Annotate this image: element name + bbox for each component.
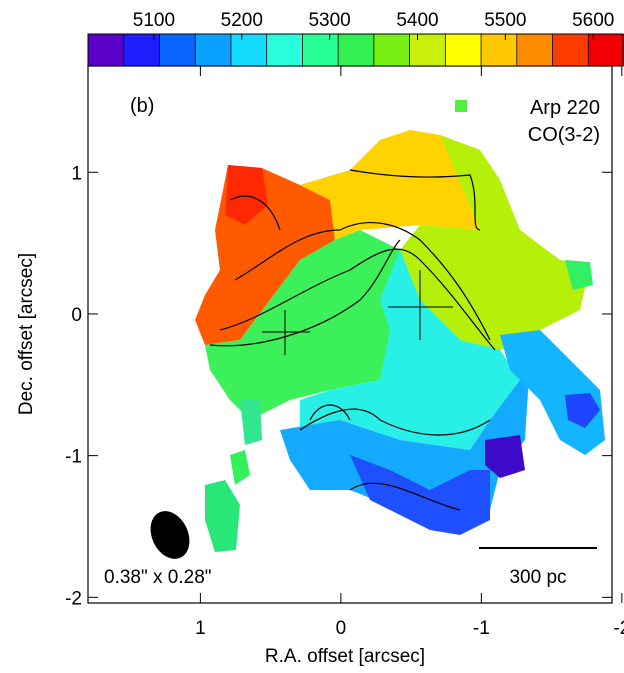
x-tick-label: 0 xyxy=(336,618,347,639)
contour xyxy=(234,222,491,341)
colorbar-step xyxy=(445,34,482,66)
map-region xyxy=(300,250,520,450)
map-region xyxy=(230,450,250,485)
map-region xyxy=(565,393,600,428)
colorbar-tick-label: 5200 xyxy=(221,10,263,31)
contour xyxy=(219,248,496,351)
contours xyxy=(209,169,496,511)
colorbar-step xyxy=(159,34,196,66)
colorbar-step xyxy=(88,34,125,66)
colorbar-step xyxy=(302,34,339,66)
colorbar-tick-label: 5400 xyxy=(396,10,438,31)
colorbar-step xyxy=(266,34,303,66)
colorbar-step xyxy=(123,34,160,66)
map-region xyxy=(485,435,525,478)
colorbar-tick-label: 5300 xyxy=(308,10,350,31)
markers xyxy=(262,270,453,355)
colorbar-step xyxy=(588,34,624,66)
velocity-map xyxy=(195,100,605,552)
x-tick-label: -1 xyxy=(473,618,490,639)
colorbar-step xyxy=(373,34,411,66)
colorbar-step xyxy=(195,34,232,66)
map-region xyxy=(240,400,262,445)
contour xyxy=(299,408,491,436)
y-tick-label: -1 xyxy=(65,447,82,468)
contour xyxy=(229,195,281,231)
annotation: Arp 220 xyxy=(530,97,600,119)
colorbar-step xyxy=(481,34,518,66)
map-region xyxy=(350,455,490,535)
beam-label: 0.38" x 0.28" xyxy=(104,567,212,588)
colorbar-step xyxy=(338,34,375,66)
y-tick-label: -2 xyxy=(65,588,82,609)
colorbar-frame xyxy=(87,33,624,67)
y-tick-label: 0 xyxy=(71,305,82,326)
map-region xyxy=(400,135,590,350)
y-tick-label: 1 xyxy=(71,163,82,184)
y-axis-label: Dec. offset [arcsec] xyxy=(16,253,37,415)
x-tick-label: -2 xyxy=(613,618,624,639)
colorbar-tick-label: 5600 xyxy=(572,10,614,31)
map-region xyxy=(225,165,268,225)
map-region xyxy=(455,100,467,112)
colorbar-step xyxy=(230,34,268,66)
colorbar: 5100 5200 5300 5400 5500 5600 xyxy=(87,10,624,67)
colorbar-step xyxy=(516,34,554,66)
scale-label: 300 pc xyxy=(509,567,566,588)
contour xyxy=(209,239,401,347)
map-region xyxy=(565,260,593,290)
contour xyxy=(309,404,351,421)
x-tick-label: 1 xyxy=(195,618,206,639)
colorbar-step xyxy=(409,34,446,66)
colorbar-step xyxy=(552,34,589,66)
contour xyxy=(349,169,481,231)
annotation: CO(3-2) xyxy=(528,124,600,146)
panel-label: (b) xyxy=(130,95,154,117)
contour xyxy=(349,482,461,511)
x-axis-label: R.A. offset [arcsec] xyxy=(265,646,425,667)
map-region xyxy=(205,480,240,552)
beam xyxy=(150,511,190,559)
colorbar-tick-label: 5100 xyxy=(133,10,175,31)
colorbar-tick-label: 5500 xyxy=(484,10,526,31)
